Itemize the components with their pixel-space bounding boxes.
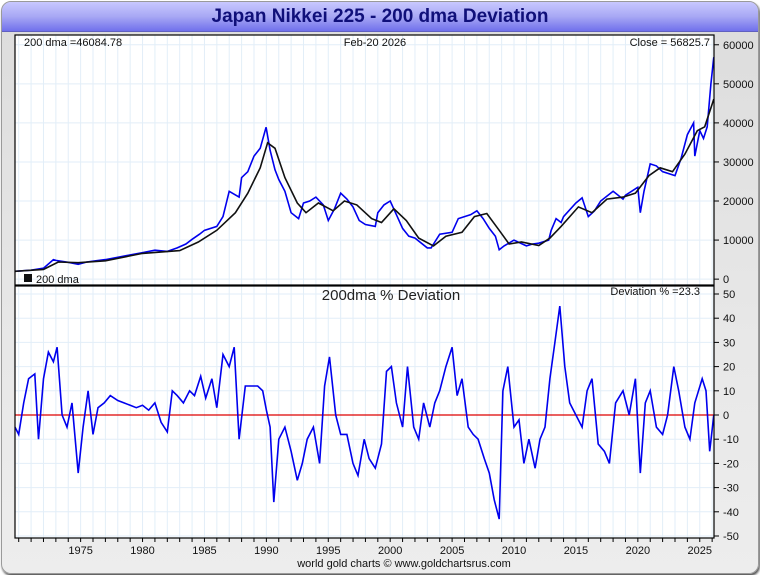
price-plot-border [14,34,715,286]
x-tick-label: 2015 [564,545,588,557]
x-tick-label: 1995 [316,545,340,557]
y-tick-label: 10 [723,386,735,398]
y-tick-label: 0 [723,410,729,422]
deviation-plot-area [15,286,714,538]
x-axis: 1975 1980 1985 1990 1995 2000 2005 2010 2015 2020… [18,538,713,557]
deviation-panel: -50 -40 -30 -20 -10 0 10 20 30 40 50 200dma % Devi… [14,285,739,543]
title-bar: Japan Nikkei 225 - 200 dma Deviation [2,2,758,32]
deviation-y-axis: -50 -40 -30 -20 -10 0 10 20 30 40 50 [714,289,739,543]
deviation-value-label: Deviation % =23.3 [610,286,700,298]
y-tick-label: 20 [723,362,735,374]
date-label: Feb-20 2026 [344,37,406,49]
x-tick-label: 1980 [130,545,154,557]
price-plot-area [15,35,714,285]
y-tick-label: 60000 [723,40,754,52]
x-tick-label: 2025 [688,545,712,557]
deviation-plot-border [14,285,715,539]
legend-swatch-dma [24,274,32,282]
y-tick-label: 30000 [723,157,754,169]
y-tick-label: 10000 [723,235,754,247]
y-tick-label: -20 [723,458,739,470]
x-tick-label: 2010 [502,545,526,557]
y-tick-label: -30 [723,483,739,495]
dma-value-label: 200 dma =46084.78 [24,37,122,49]
price-y-axis: 0 10000 20000 30000 40000 50000 60000 [714,40,754,286]
x-tick-label: 1990 [254,545,278,557]
price-panel: 0 10000 20000 30000 40000 50000 60000 200 dma … [14,34,754,286]
x-tick-label: 2000 [378,545,402,557]
y-tick-label: 0 [723,274,729,286]
y-tick-label: 20000 [723,196,754,208]
y-tick-label: -10 [723,434,739,446]
close-value-label: Close = 56825.7 [630,37,710,49]
x-tick-label: 1985 [192,545,216,557]
deviation-series-line [14,305,715,520]
y-tick-label: -40 [723,507,739,519]
deviation-panel-title: 200dma % Deviation [322,287,460,304]
x-tick-label: 2020 [626,545,650,557]
dma-series-line [14,98,715,273]
legend-label-dma: 200 dma [36,274,80,286]
y-tick-label: -50 [723,531,739,543]
y-tick-label: 40 [723,313,735,325]
price-gridlines [15,35,714,285]
chart-title: Japan Nikkei 225 - 200 dma Deviation [211,6,549,27]
footer-credit: world gold charts © www.goldchartsrus.co… [296,558,511,570]
y-tick-label: 40000 [723,118,754,130]
y-tick-label: 50000 [723,79,754,91]
y-tick-label: 30 [723,337,735,349]
y-tick-label: 50 [723,289,735,301]
x-tick-label: 1975 [68,545,92,557]
x-tick-label: 2005 [440,545,464,557]
